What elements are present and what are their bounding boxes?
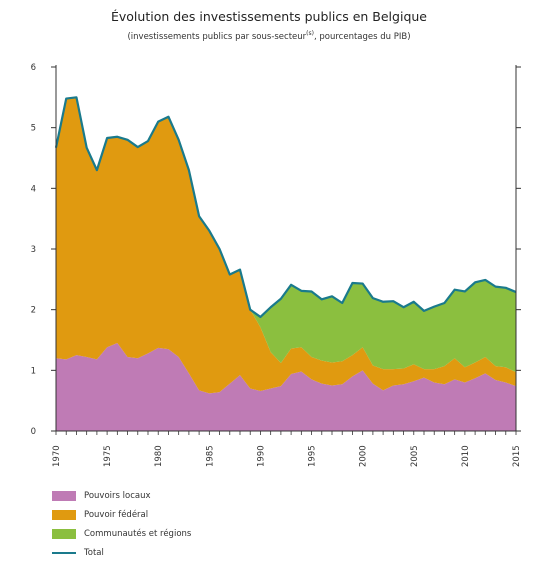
chart-subtitle: (investissements publics par sous-secteu… xyxy=(0,30,538,42)
x-tick-label-1980: 1980 xyxy=(154,445,164,467)
x-tick-label-2015: 2015 xyxy=(512,445,522,467)
legend-label-pouvoir-federal: Pouvoir fédéral xyxy=(84,510,149,520)
legend-label-communautes-regions: Communautés et régions xyxy=(84,529,192,539)
y-tick-label-6: 6 xyxy=(31,63,36,73)
subtitle-superscript: (s) xyxy=(306,30,314,37)
subtitle-end: , pourcentages du PIB) xyxy=(313,31,411,42)
y-tick-label-5: 5 xyxy=(31,124,36,134)
legend-label-total: Total xyxy=(84,548,104,558)
x-tick-label-1970: 1970 xyxy=(52,445,62,467)
line-total xyxy=(54,96,517,319)
x-tick-label-2000: 2000 xyxy=(359,445,369,467)
subtitle-main: (investissements publics par sous-secteu… xyxy=(127,31,307,42)
x-tick-label-1990: 1990 xyxy=(256,445,266,467)
legend-swatch-communautes-regions xyxy=(52,529,76,539)
area-chart: 0 1 2 3 4 5 6 1970 1975 1980 1985 1990 1995 2000 2005 2… xyxy=(31,63,522,467)
area-pouvoir-federal xyxy=(56,97,516,394)
x-tick-label-2010: 2010 xyxy=(461,445,471,467)
x-tick-label-1975: 1975 xyxy=(103,445,113,467)
x-tick-label-1985: 1985 xyxy=(205,445,215,467)
x-tick-label-2005: 2005 xyxy=(410,445,420,467)
y-tick-label-4: 4 xyxy=(31,184,36,194)
x-tick-label-1995: 1995 xyxy=(308,445,318,467)
legend-swatch-pouvoir-federal xyxy=(52,510,76,520)
legend-swatch-total xyxy=(52,552,76,554)
y-tick-label-3: 3 xyxy=(31,245,36,255)
legend-label-pouvoirs-locaux: Pouvoirs locaux xyxy=(84,491,151,501)
chart-title: Évolution des investissements publics en… xyxy=(110,9,427,24)
y-tick-label-1: 1 xyxy=(31,366,36,376)
y-tick-label-2: 2 xyxy=(31,306,36,316)
y-tick-label-0: 0 xyxy=(31,427,36,437)
area-communautes-et-regions xyxy=(56,97,516,373)
legend-swatch-pouvoirs-locaux xyxy=(52,491,76,501)
area-pouvoirs-locaux xyxy=(56,343,516,431)
